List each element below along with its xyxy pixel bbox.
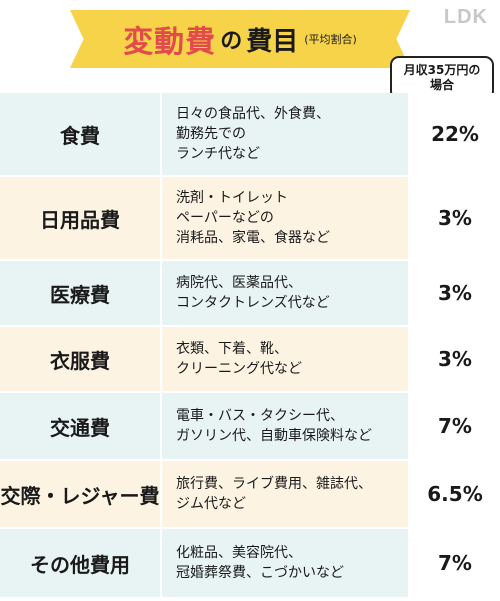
table-row: 日用品費 洗剤・トイレット ペーパーなどの 消耗品、家電、食器など 3% — [0, 177, 500, 261]
row-value: 22% — [410, 93, 500, 175]
row-value: 3% — [410, 261, 500, 325]
table-row: 医療費 病院代、医薬品代、 コンタクトレンズ代など 3% — [0, 261, 500, 327]
title-note: (平均割合) — [304, 33, 357, 46]
table-row: 交通費 電車・バス・タクシー代、 ガソリン代、自動車保険料など 7% — [0, 393, 500, 461]
row-desc: 衣類、下着、靴、 クリーニング代など — [162, 327, 410, 391]
row-desc: 旅行費、ライブ費用、雑誌代、 ジム代など — [162, 461, 410, 527]
row-name: 食費 — [0, 93, 162, 175]
row-name: 衣服費 — [0, 327, 162, 391]
row-name: その他費用 — [0, 529, 162, 597]
row-desc: 電車・バス・タクシー代、 ガソリン代、自動車保険料など — [162, 393, 410, 459]
row-value: 3% — [410, 327, 500, 391]
title-tail: 費目 — [246, 26, 299, 57]
title-main: 変動費 — [123, 25, 217, 60]
row-value: 6.5% — [410, 461, 500, 527]
table-row: 交際・レジャー費 旅行費、ライブ費用、雑誌代、 ジム代など 6.5% — [0, 461, 500, 529]
bubble-line-1: 月収35万円の — [403, 63, 481, 77]
row-desc: 洗剤・トイレット ペーパーなどの 消耗品、家電、食器など — [162, 177, 410, 259]
row-desc: 化粧品、美容院代、 冠婚葬祭費、こづかいなど — [162, 529, 410, 597]
income-bubble: 月収35万円の 場合 — [390, 56, 494, 100]
row-name: 医療費 — [0, 261, 162, 325]
expense-table: 食費 日々の食品代、外食費、 勤務先での ランチ代など 22% 日用品費 洗剤・… — [0, 93, 500, 599]
row-value: 7% — [410, 529, 500, 597]
row-name: 交際・レジャー費 — [0, 461, 162, 527]
row-desc: 日々の食品代、外食費、 勤務先での ランチ代など — [162, 93, 410, 175]
table-row: 衣服費 衣類、下着、靴、 クリーニング代など 3% — [0, 327, 500, 393]
table-row: その他費用 化粧品、美容院代、 冠婚葬祭費、こづかいなど 7% — [0, 529, 500, 599]
row-name: 日用品費 — [0, 177, 162, 259]
brand-logo: LDK — [443, 6, 488, 28]
table-row: 食費 日々の食品代、外食費、 勤務先での ランチ代など 22% — [0, 93, 500, 177]
bubble-line-2: 場合 — [429, 78, 454, 92]
row-name: 交通費 — [0, 393, 162, 459]
row-value: 7% — [410, 393, 500, 459]
row-value: 3% — [410, 177, 500, 259]
row-desc: 病院代、医薬品代、 コンタクトレンズ代など — [162, 261, 410, 325]
title-connector: の — [220, 29, 243, 54]
title-banner: 変動費 の 費目 (平均割合) — [70, 10, 410, 68]
